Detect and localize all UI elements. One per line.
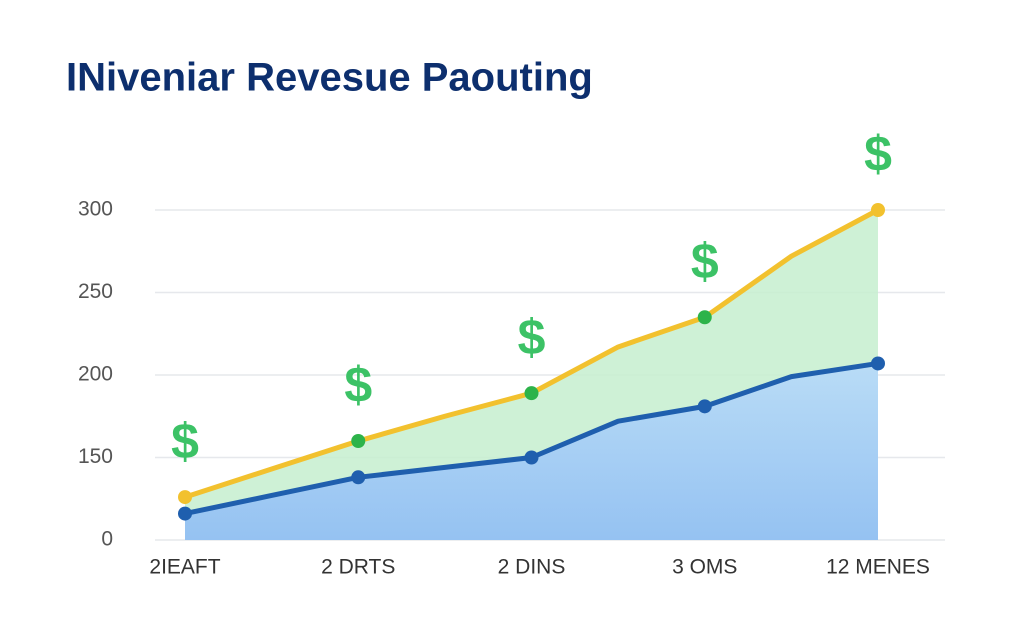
x-tick-label: 2 DRTS	[321, 556, 395, 579]
y-tick-label: 200	[78, 363, 113, 386]
x-tick-label: 2IEAFT	[149, 556, 220, 579]
marker	[178, 506, 192, 521]
x-tick-label: 12 MENES	[826, 556, 930, 579]
marker	[351, 434, 366, 448]
y-tick-label: 150	[78, 445, 113, 468]
marker	[524, 450, 539, 465]
annotation: $	[344, 357, 372, 413]
annotation: $	[171, 413, 199, 469]
marker	[351, 470, 366, 485]
marker	[871, 356, 885, 371]
marker	[871, 203, 885, 217]
y-tick-label: 300	[78, 198, 113, 221]
x-tick-label: 2 DINS	[498, 556, 566, 579]
annotation: $	[518, 309, 546, 365]
y-tick-label: 250	[78, 280, 113, 303]
marker	[178, 490, 192, 505]
x-tick-label: 3 OMS	[672, 556, 737, 579]
annotation: $	[864, 126, 892, 182]
chart-title: INiveniar Revesue Paouting	[66, 56, 593, 100]
y-tick-label: 0	[101, 528, 113, 551]
annotation: $	[691, 233, 719, 289]
marker	[524, 386, 539, 401]
marker	[697, 399, 712, 414]
marker	[697, 310, 712, 325]
